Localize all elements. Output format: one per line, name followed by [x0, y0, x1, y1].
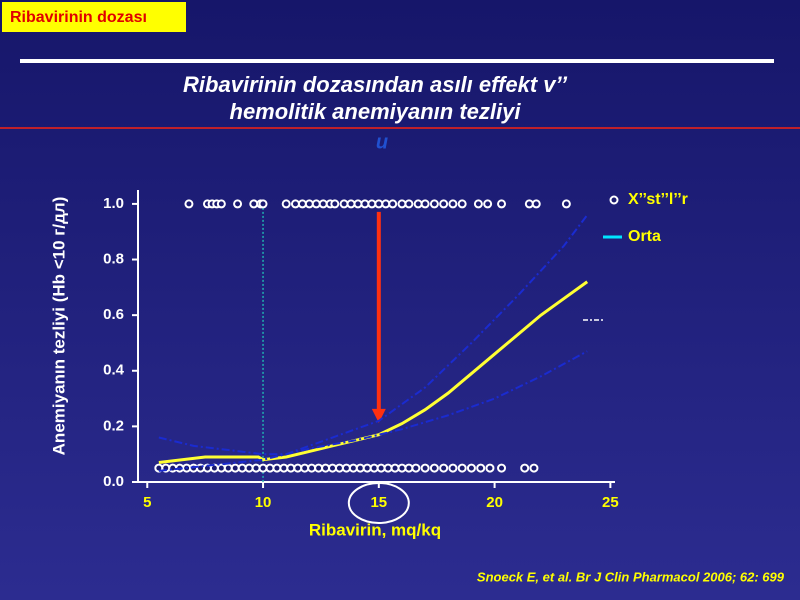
y-tick-label: 0.6 [103, 306, 124, 323]
patient-point [233, 199, 243, 209]
patient-point [330, 199, 340, 209]
patient-point [258, 199, 268, 209]
patient-point [483, 199, 493, 209]
patient-point [411, 463, 421, 473]
y-tick-label: 0.0 [103, 473, 124, 490]
y-tick-label: 0.8 [103, 250, 124, 267]
patient-point [420, 199, 430, 209]
header: Ribavirinin dozası [10, 9, 147, 26]
x-tick-label: 5 [143, 494, 151, 511]
patient-point [561, 199, 571, 209]
patient-point [497, 463, 507, 473]
patient-point [457, 463, 467, 473]
patient-point [429, 463, 439, 473]
chart-title: hemolitik anemiyanın tezliyi [230, 99, 522, 124]
y-tick-label: 0.4 [103, 362, 125, 379]
x-tick-label: 15 [370, 494, 387, 511]
patient-point [476, 463, 486, 473]
patient-point [281, 199, 291, 209]
patient-point [520, 463, 530, 473]
x-tick-label: 20 [486, 494, 503, 511]
mean-line [158, 280, 589, 465]
legend-label: X’’st’’l’’r [628, 191, 688, 208]
patient-point [420, 463, 430, 473]
patient-point [404, 199, 414, 209]
patient-point [439, 199, 449, 209]
y-tick-label: 1.0 [103, 195, 124, 212]
patient-point [473, 199, 483, 209]
patient-point [439, 463, 449, 473]
patient-point [448, 463, 458, 473]
patient-point [216, 199, 226, 209]
patient-point [529, 463, 539, 473]
legend-label: Orta [628, 228, 661, 245]
legend-symbol [609, 195, 619, 205]
x-axis-label: Ribavirin, mq/kq [309, 520, 441, 539]
confidence-line [158, 214, 589, 456]
highlight-ellipse [347, 482, 410, 524]
chart-title: u [376, 131, 388, 153]
confidence-line [158, 350, 588, 472]
x-tick-label: 10 [255, 494, 272, 511]
patient-point [457, 199, 467, 209]
citation: Snoeck E, et al. Br J Clin Pharmacol 200… [477, 569, 785, 584]
y-tick-label: 0.2 [103, 417, 124, 434]
patient-point [184, 199, 194, 209]
patient-point [485, 463, 495, 473]
patient-point [497, 199, 507, 209]
patient-point [429, 199, 439, 209]
patient-point [388, 199, 398, 209]
arrow-head [371, 408, 386, 423]
x-tick-label: 25 [602, 494, 619, 511]
header-box [2, 2, 186, 32]
patient-point [448, 199, 458, 209]
patient-point [466, 463, 476, 473]
y-axis-label: Anemiyanın tezliyi (Hb <10 г/дл) [49, 197, 68, 456]
patient-point [531, 199, 541, 209]
chart-title: Ribavirinin dozasından asılı effekt v’’ [183, 72, 568, 97]
